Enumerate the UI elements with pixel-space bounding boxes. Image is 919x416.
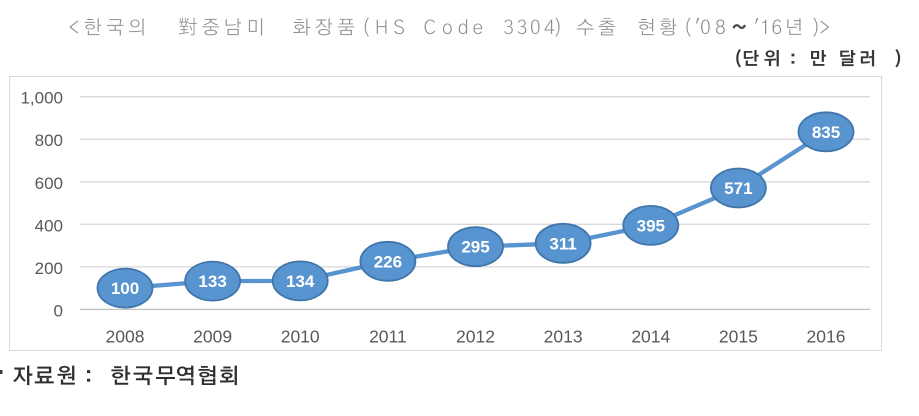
svg-text:2016: 2016: [807, 327, 846, 347]
svg-text:133: 133: [198, 272, 226, 291]
svg-text:1,000: 1,000: [20, 89, 63, 108]
svg-text:2013: 2013: [544, 327, 583, 347]
svg-text:571: 571: [724, 179, 752, 198]
svg-text:2011: 2011: [369, 327, 407, 347]
svg-text:0: 0: [54, 301, 63, 320]
svg-text:600: 600: [35, 174, 63, 193]
svg-text:835: 835: [812, 123, 840, 142]
svg-text:400: 400: [35, 216, 63, 235]
svg-text:100: 100: [111, 279, 139, 298]
svg-text:200: 200: [35, 259, 63, 278]
svg-text:2008: 2008: [106, 327, 145, 347]
svg-text:2010: 2010: [281, 327, 320, 347]
svg-text:800: 800: [35, 131, 63, 150]
svg-text:2015: 2015: [719, 327, 758, 347]
svg-text:295: 295: [461, 238, 489, 257]
svg-text:395: 395: [637, 216, 665, 235]
svg-text:2009: 2009: [193, 327, 232, 347]
svg-text:311: 311: [549, 234, 576, 253]
svg-text:2014: 2014: [631, 327, 670, 347]
svg-text:226: 226: [374, 252, 402, 271]
svg-text:2012: 2012: [456, 327, 495, 347]
svg-text:134: 134: [286, 272, 315, 291]
